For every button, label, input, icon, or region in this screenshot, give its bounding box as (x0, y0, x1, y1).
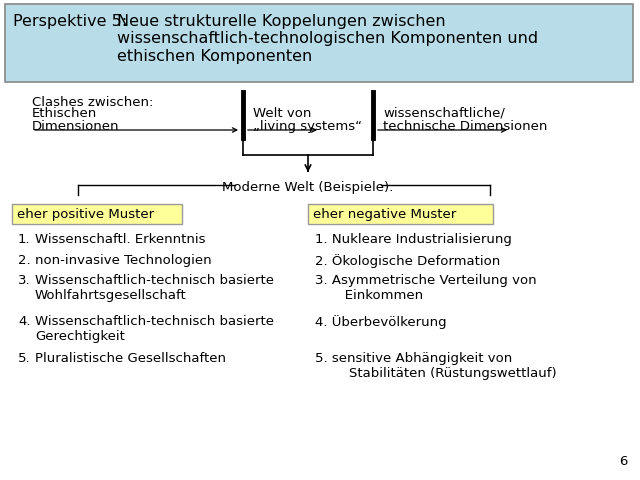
Text: 3.: 3. (18, 274, 31, 287)
Text: 4. Überbevölkerung: 4. Überbevölkerung (315, 315, 447, 329)
Text: „living systems“: „living systems“ (253, 120, 362, 133)
Text: eher positive Muster: eher positive Muster (17, 208, 154, 221)
FancyBboxPatch shape (308, 204, 493, 224)
Text: eher negative Muster: eher negative Muster (313, 208, 456, 221)
FancyBboxPatch shape (5, 4, 633, 82)
Text: technische Dimensionen: technische Dimensionen (383, 120, 547, 133)
Text: 2. Ökologische Deformation: 2. Ökologische Deformation (315, 254, 500, 268)
Text: Clashes zwischen:: Clashes zwischen: (32, 96, 154, 109)
Text: Perspektive 5:: Perspektive 5: (13, 14, 127, 29)
Text: Neue strukturelle Koppelungen zwischen
wissenschaftlich-technologischen Komponen: Neue strukturelle Koppelungen zwischen w… (117, 14, 538, 64)
Text: 4.: 4. (18, 315, 31, 328)
Text: non-invasive Technologien: non-invasive Technologien (35, 254, 212, 267)
Text: 5.: 5. (18, 352, 31, 365)
Text: Welt von: Welt von (253, 107, 312, 120)
Text: 1. Nukleare Industrialisierung: 1. Nukleare Industrialisierung (315, 233, 512, 246)
Text: wissenschaftliche/: wissenschaftliche/ (383, 107, 505, 120)
Text: Wissenschaftlich-technisch basierte
Gerechtigkeit: Wissenschaftlich-technisch basierte Gere… (35, 315, 274, 343)
Text: Moderne Welt (Beispiele):: Moderne Welt (Beispiele): (222, 181, 394, 194)
Text: Pluralistische Gesellschaften: Pluralistische Gesellschaften (35, 352, 226, 365)
Text: 5. sensitive Abhängigkeit von
        Stabilitäten (Rüstungswettlauf): 5. sensitive Abhängigkeit von Stabilität… (315, 352, 557, 380)
Text: 2.: 2. (18, 254, 31, 267)
Text: 6: 6 (620, 455, 628, 468)
Text: Ethischen: Ethischen (32, 107, 97, 120)
Text: Dimensionen: Dimensionen (32, 120, 120, 133)
FancyBboxPatch shape (12, 204, 182, 224)
Text: Wissenschaftlich-technisch basierte
Wohlfahrtsgesellschaft: Wissenschaftlich-technisch basierte Wohl… (35, 274, 274, 302)
Text: 3. Asymmetrische Verteilung von
       Einkommen: 3. Asymmetrische Verteilung von Einkomme… (315, 274, 536, 302)
Text: 1.: 1. (18, 233, 31, 246)
Text: Wissenschaftl. Erkenntnis: Wissenschaftl. Erkenntnis (35, 233, 205, 246)
